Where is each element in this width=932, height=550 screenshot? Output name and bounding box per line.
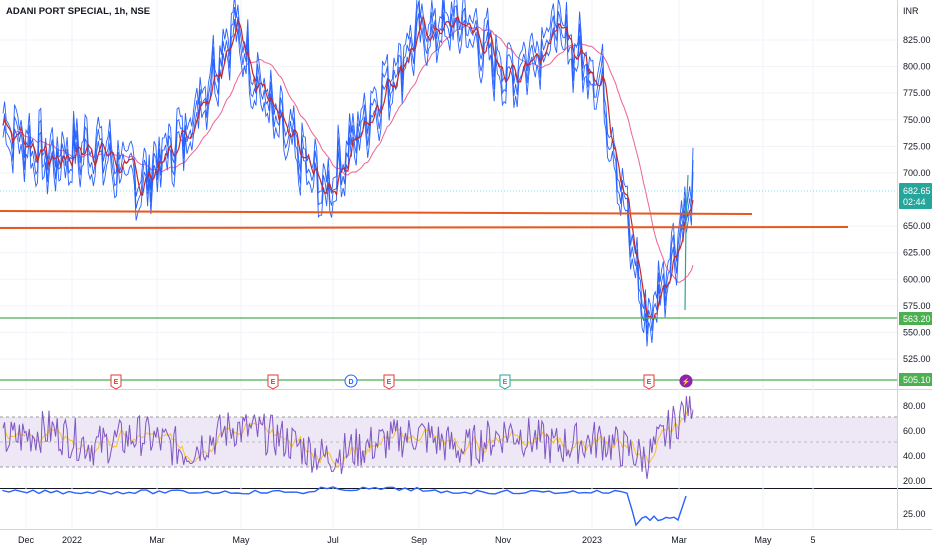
time-tick-label: Mar — [149, 535, 165, 545]
price-tick-label: 650.00 — [903, 221, 931, 231]
orange-trendline-upper[interactable] — [0, 210, 753, 215]
price-tick-label: 700.00 — [903, 168, 931, 178]
orange-trendline-lower[interactable] — [0, 226, 849, 229]
price-pane[interactable] — [0, 0, 897, 390]
level-upper-value: 563.20 — [903, 314, 931, 324]
countdown-value: 02:44 — [903, 197, 926, 207]
price-tick-label: 725.00 — [903, 141, 931, 151]
time-tick-label: May — [232, 535, 250, 545]
time-tick-label: May — [754, 535, 772, 545]
event-marker-label: E — [271, 379, 276, 386]
last-price-badge: 682.65 02:44 — [899, 183, 932, 209]
event-marker-label: E — [387, 379, 392, 386]
price-series — [2, 0, 694, 347]
lower-tick-label: 25.00 — [903, 509, 926, 519]
event-marker-label: ⚡ — [682, 377, 691, 386]
rsi-tick-label: 60.00 — [903, 426, 926, 436]
level-badge-upper: 563.20 — [899, 312, 932, 325]
rsi-tick-label: 40.00 — [903, 451, 926, 461]
price-tick-label: 625.00 — [903, 248, 931, 258]
fast-moving-average — [2, 15, 694, 321]
price-tick-label: 750.00 — [903, 115, 931, 125]
event-marker-label: E — [647, 379, 652, 386]
time-tick-label: 2022 — [62, 535, 82, 545]
price-tick-label: 600.00 — [903, 274, 931, 284]
event-marker-label: E — [503, 379, 508, 386]
price-tick-label: 800.00 — [903, 62, 931, 72]
level-badge-lower: 505.10 — [899, 373, 932, 386]
rsi-axis[interactable]: 80.00 60.00 40.00 20.00 — [903, 401, 926, 486]
time-tick-label: 5 — [810, 535, 815, 545]
price-tick-label: 550.00 — [903, 327, 931, 337]
lower-axis[interactable]: 25.00 — [903, 509, 926, 519]
event-marker-earnings[interactable]: E — [643, 374, 655, 390]
time-axis[interactable]: Dec 2022 Mar May Jul Sep Nov 2023 Mar May 5 — [18, 535, 816, 545]
rsi-series — [2, 395, 694, 480]
lower-pane[interactable] — [0, 489, 897, 529]
rsi-line — [2, 395, 694, 480]
time-tick-label: Nov — [495, 535, 512, 545]
time-tick-label: Sep — [411, 535, 427, 545]
event-marker-label: E — [114, 379, 119, 386]
event-marker-label: D — [348, 379, 353, 386]
last-candle — [684, 174, 689, 311]
last-price-value: 682.65 — [903, 186, 931, 196]
level-lower-value: 505.10 — [903, 375, 931, 385]
event-marker-dividend[interactable]: D — [344, 374, 358, 388]
price-axis[interactable]: 825.00 800.00 775.00 750.00 725.00 700.00 650.… — [903, 35, 931, 364]
time-tick-label: Mar — [671, 535, 687, 545]
price-upper-band — [2, 0, 694, 323]
time-tick-label: Dec — [18, 535, 35, 545]
currency-label: INR — [903, 6, 919, 16]
price-tick-label: 775.00 — [903, 88, 931, 98]
event-marker-lightning[interactable]: ⚡ — [679, 374, 693, 388]
event-marker-earnings[interactable]: E — [110, 374, 122, 390]
price-tick-label: 825.00 — [903, 35, 931, 45]
lower-series — [2, 486, 687, 527]
event-marker-earnings-green[interactable]: E — [499, 374, 511, 390]
chart-title: ADANI PORT SPECIAL, 1h, NSE — [6, 6, 150, 17]
time-tick-label: Jul — [327, 535, 339, 545]
price-tick-label: 575.00 — [903, 301, 931, 311]
event-markers[interactable]: E E D E E E ⚡ — [110, 374, 693, 390]
event-marker-earnings[interactable]: E — [267, 374, 279, 390]
lower-indicator-line — [2, 486, 687, 527]
event-marker-earnings[interactable]: E — [383, 374, 395, 390]
time-tick-label: 2023 — [582, 535, 602, 545]
rsi-tick-label: 80.00 — [903, 401, 926, 411]
price-tick-label: 525.00 — [903, 354, 931, 364]
price-line — [2, 0, 694, 335]
rsi-tick-label: 20.00 — [903, 476, 926, 486]
